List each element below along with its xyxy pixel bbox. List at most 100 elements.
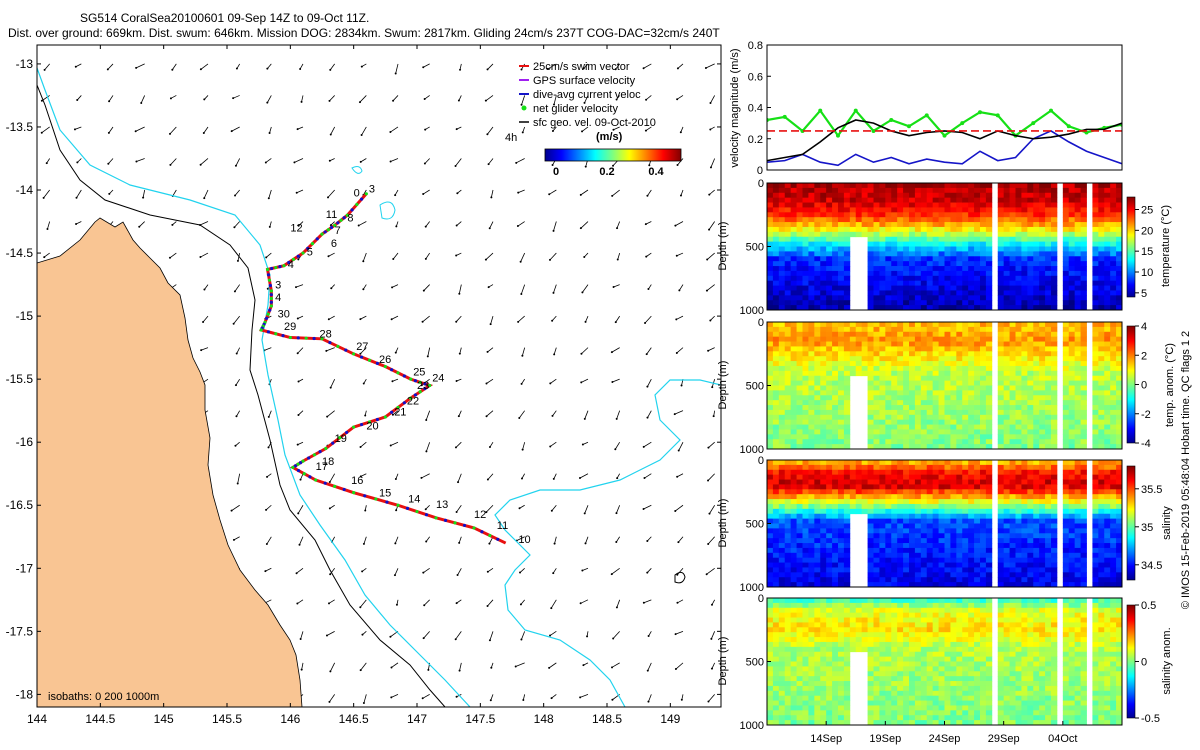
- section-cell: [873, 322, 880, 328]
- section-cell: [772, 202, 780, 208]
- section-cell: [985, 270, 993, 277]
- velocity-arrow-head: [107, 162, 110, 165]
- section-cell: [843, 356, 851, 362]
- section-cell: [903, 226, 910, 233]
- section-cell: [873, 444, 880, 450]
- track-dive-marker: [375, 361, 380, 365]
- section-cell: [820, 552, 827, 559]
- section-cell: [855, 499, 863, 505]
- section-cell: [808, 528, 815, 534]
- section-cell: [1092, 187, 1099, 194]
- section-cell: [1051, 341, 1058, 347]
- section-cell: [808, 351, 815, 357]
- section-cell: [891, 212, 898, 218]
- section-cell: [820, 385, 827, 391]
- section-cell: [814, 572, 821, 578]
- section-cell: [944, 552, 951, 559]
- section-cell: [885, 533, 892, 539]
- velocity-arrow: [643, 504, 652, 510]
- section-cell: [938, 326, 945, 333]
- section-cell: [891, 187, 898, 194]
- section-cell: [1039, 290, 1046, 296]
- section-cell: [873, 341, 880, 347]
- section-cell: [944, 365, 951, 372]
- section-cell: [968, 528, 975, 534]
- section-cell: [980, 429, 987, 435]
- section-cell: [767, 552, 774, 559]
- section-cell: [1039, 336, 1046, 342]
- section-cell: [944, 419, 951, 425]
- velocity-arrow-head: [329, 670, 332, 673]
- section-cell: [1039, 197, 1046, 203]
- section-cell: [944, 533, 951, 539]
- section-cell: [920, 547, 928, 554]
- section-cell: [997, 251, 1005, 257]
- section-cell: [1068, 212, 1076, 218]
- section-cell: [968, 380, 975, 386]
- velocity-arrow: [170, 95, 177, 99]
- velocity-arrow: [579, 694, 589, 698]
- section-cell: [968, 424, 975, 430]
- track-dive-marker: [462, 523, 467, 528]
- section-cell: [1098, 241, 1105, 247]
- section-cell: [796, 543, 803, 549]
- section-cell: [838, 409, 845, 416]
- section-cell: [778, 256, 786, 262]
- section-cell: [1051, 370, 1058, 377]
- section-cell: [968, 464, 975, 471]
- section-cell: [879, 207, 886, 213]
- section-cell: [814, 543, 821, 549]
- velocity-arrow-head: [424, 128, 427, 131]
- section-cell: [985, 365, 993, 372]
- section-cell: [1039, 305, 1046, 311]
- section-cell: [944, 513, 951, 520]
- section-cell: [956, 241, 963, 247]
- section-cell: [909, 543, 916, 549]
- section-cell: [838, 518, 845, 524]
- track-dive-marker: [402, 374, 406, 378]
- section-cell: [897, 489, 904, 495]
- velocity-arrow: [328, 252, 335, 257]
- velocity-arrow-head: [710, 637, 713, 640]
- section-cell: [772, 187, 780, 194]
- map-y-tick-label: -13: [16, 57, 34, 71]
- section-cell: [926, 528, 934, 534]
- section-cell: [1009, 405, 1016, 411]
- track-label: 20: [366, 421, 378, 433]
- section-cell: [956, 434, 963, 440]
- section-cell: [985, 295, 993, 301]
- section-cell: [879, 261, 886, 267]
- section-cell: [832, 207, 839, 213]
- section-cell: [802, 409, 809, 416]
- section-cell: [778, 261, 786, 267]
- section-cell: [1039, 370, 1046, 377]
- section-cell: [802, 285, 809, 291]
- velocity-arrow: [327, 189, 335, 198]
- section-cell: [903, 464, 910, 471]
- section-cell: [855, 217, 863, 223]
- section-cell: [968, 231, 975, 238]
- section-cell: [855, 351, 863, 357]
- section-cell: [1009, 375, 1016, 382]
- section-cell: [926, 295, 934, 301]
- section-cell: [867, 336, 874, 342]
- section-cell: [1051, 256, 1058, 262]
- section-cell: [1033, 187, 1040, 194]
- section-cell: [838, 202, 845, 208]
- section-cell: [1080, 187, 1087, 194]
- section-cell: [1033, 351, 1040, 357]
- section-cell: [968, 429, 975, 435]
- section-cell: [843, 270, 851, 277]
- section-cell: [909, 419, 916, 425]
- section-cell: [1098, 261, 1105, 267]
- section-cell: [767, 305, 774, 311]
- section-cell: [855, 508, 863, 515]
- section-cell: [784, 479, 792, 485]
- velocity-arrow-head: [325, 634, 328, 637]
- section-cell: [891, 543, 898, 549]
- velocity-arrow: [675, 630, 684, 635]
- section-cell: [950, 499, 957, 505]
- section-cell: [1062, 365, 1070, 372]
- section-cell: [838, 231, 845, 238]
